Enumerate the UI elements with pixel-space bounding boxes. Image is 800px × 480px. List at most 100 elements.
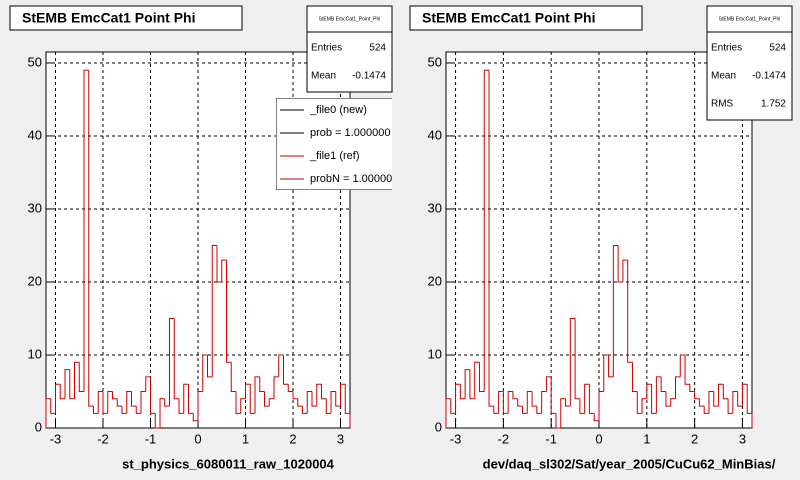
histogram-bin bbox=[135, 406, 141, 414]
stats-label: Entries bbox=[311, 43, 342, 54]
histogram-bin bbox=[197, 390, 203, 421]
stats-label: Mean bbox=[711, 71, 736, 82]
histogram-bin bbox=[488, 70, 494, 407]
histogram-bin bbox=[655, 376, 662, 414]
histogram-bin bbox=[713, 391, 719, 407]
histogram-bin bbox=[660, 376, 666, 392]
legend-label: _file0 (new) bbox=[309, 104, 367, 116]
histogram-bin bbox=[732, 390, 738, 414]
chart-title: StEMB EmcCat1 Point Phi bbox=[422, 10, 595, 26]
histogram-bin bbox=[59, 384, 65, 400]
histogram-bin bbox=[631, 362, 638, 392]
x-tick-label: -1 bbox=[145, 431, 157, 446]
histogram-bin bbox=[560, 398, 566, 428]
x-tick-label: -2 bbox=[97, 431, 109, 446]
histogram-bin bbox=[107, 390, 113, 414]
histogram-bin bbox=[684, 354, 690, 385]
histogram-bin bbox=[311, 391, 317, 407]
histogram-bin bbox=[235, 391, 241, 414]
histogram-bin bbox=[188, 384, 194, 414]
histogram-bin bbox=[259, 376, 265, 392]
histogram-bin bbox=[646, 383, 652, 399]
histogram-bin bbox=[169, 317, 175, 407]
histogram-bin bbox=[344, 384, 351, 428]
histogram-bin bbox=[727, 398, 733, 414]
chart-title: StEMB EmcCat1 Point Phi bbox=[22, 10, 195, 26]
x-tick-label: 1 bbox=[643, 431, 650, 446]
histogram-bin bbox=[112, 391, 118, 400]
histogram-bin bbox=[173, 318, 179, 400]
legend-box bbox=[276, 98, 392, 190]
histogram-bin bbox=[746, 384, 753, 428]
x-tick-label: 0 bbox=[595, 431, 602, 446]
histogram-bin bbox=[522, 406, 528, 414]
histogram-bin bbox=[675, 376, 681, 399]
y-tick-label: 30 bbox=[428, 200, 442, 215]
histogram-bin bbox=[498, 390, 504, 414]
x-tick-label: 2 bbox=[289, 431, 296, 446]
histogram-bin bbox=[302, 406, 308, 414]
histogram-bin bbox=[598, 390, 604, 421]
histogram-bin bbox=[297, 398, 303, 407]
title-box bbox=[409, 5, 643, 31]
histogram-bin bbox=[264, 391, 270, 407]
histogram-bin bbox=[226, 260, 232, 363]
histogram-bin bbox=[651, 384, 657, 414]
histogram-bin bbox=[722, 384, 729, 400]
histogram-bin bbox=[64, 369, 70, 399]
histogram-bin bbox=[292, 391, 298, 400]
x-tick-label: 0 bbox=[194, 431, 201, 446]
histogram-bin bbox=[698, 398, 705, 407]
histogram-bin bbox=[550, 376, 556, 414]
y-tick-label: 50 bbox=[28, 54, 42, 69]
y-tick-label: 40 bbox=[428, 127, 442, 142]
x-tick-label: -1 bbox=[545, 431, 557, 446]
histogram-bin bbox=[679, 354, 686, 377]
histogram-bin bbox=[140, 390, 146, 414]
histogram-bin bbox=[608, 354, 614, 378]
histogram-bin bbox=[464, 369, 470, 399]
y-tick-label: 20 bbox=[28, 273, 42, 288]
histogram-bin bbox=[584, 383, 590, 414]
histogram-bin bbox=[536, 406, 542, 414]
y-tick-label: 10 bbox=[428, 346, 442, 361]
legend-label: prob = 1.000000 bbox=[310, 127, 390, 139]
histogram-bin bbox=[565, 398, 571, 407]
histogram-bin bbox=[741, 383, 748, 407]
histogram-bin bbox=[102, 391, 108, 414]
histogram-bin bbox=[545, 376, 552, 392]
stats-box bbox=[706, 5, 793, 121]
histogram-bin bbox=[154, 413, 160, 429]
histogram-bin bbox=[183, 383, 189, 414]
histogram-bin bbox=[483, 69, 490, 392]
histogram-bin bbox=[202, 354, 208, 392]
histogram-bin bbox=[126, 390, 132, 414]
stats-value: 524 bbox=[369, 43, 386, 54]
histogram-bin bbox=[283, 354, 289, 385]
histogram-bin bbox=[665, 391, 671, 407]
histogram-bin bbox=[216, 245, 222, 283]
histogram-bin bbox=[88, 70, 94, 407]
histogram-bin bbox=[593, 413, 599, 422]
stats-box bbox=[306, 5, 393, 93]
histogram-bin bbox=[526, 390, 533, 414]
legend-label: probN = 1.000000 bbox=[310, 173, 398, 185]
histogram-bin bbox=[469, 369, 475, 400]
histogram-bin bbox=[641, 398, 647, 414]
stats-title: StEMB EmcCat1_Point_Phi bbox=[319, 16, 381, 22]
histogram-bin bbox=[478, 362, 485, 392]
histogram-bin bbox=[445, 398, 451, 428]
histogram-bin bbox=[737, 391, 743, 407]
histogram-bin bbox=[636, 391, 643, 414]
y-tick-label: 0 bbox=[35, 419, 42, 434]
legend-label: _file1 (ref) bbox=[309, 150, 360, 162]
histogram-bin bbox=[131, 391, 137, 407]
histogram-bin bbox=[622, 259, 628, 282]
histogram-bin bbox=[541, 390, 547, 414]
y-tick-label: 50 bbox=[428, 54, 442, 69]
histogram-bin bbox=[150, 376, 156, 414]
y-tick-label: 30 bbox=[28, 200, 42, 215]
stats-title: StEMB EmcCat1_Point_Phi bbox=[719, 16, 781, 22]
